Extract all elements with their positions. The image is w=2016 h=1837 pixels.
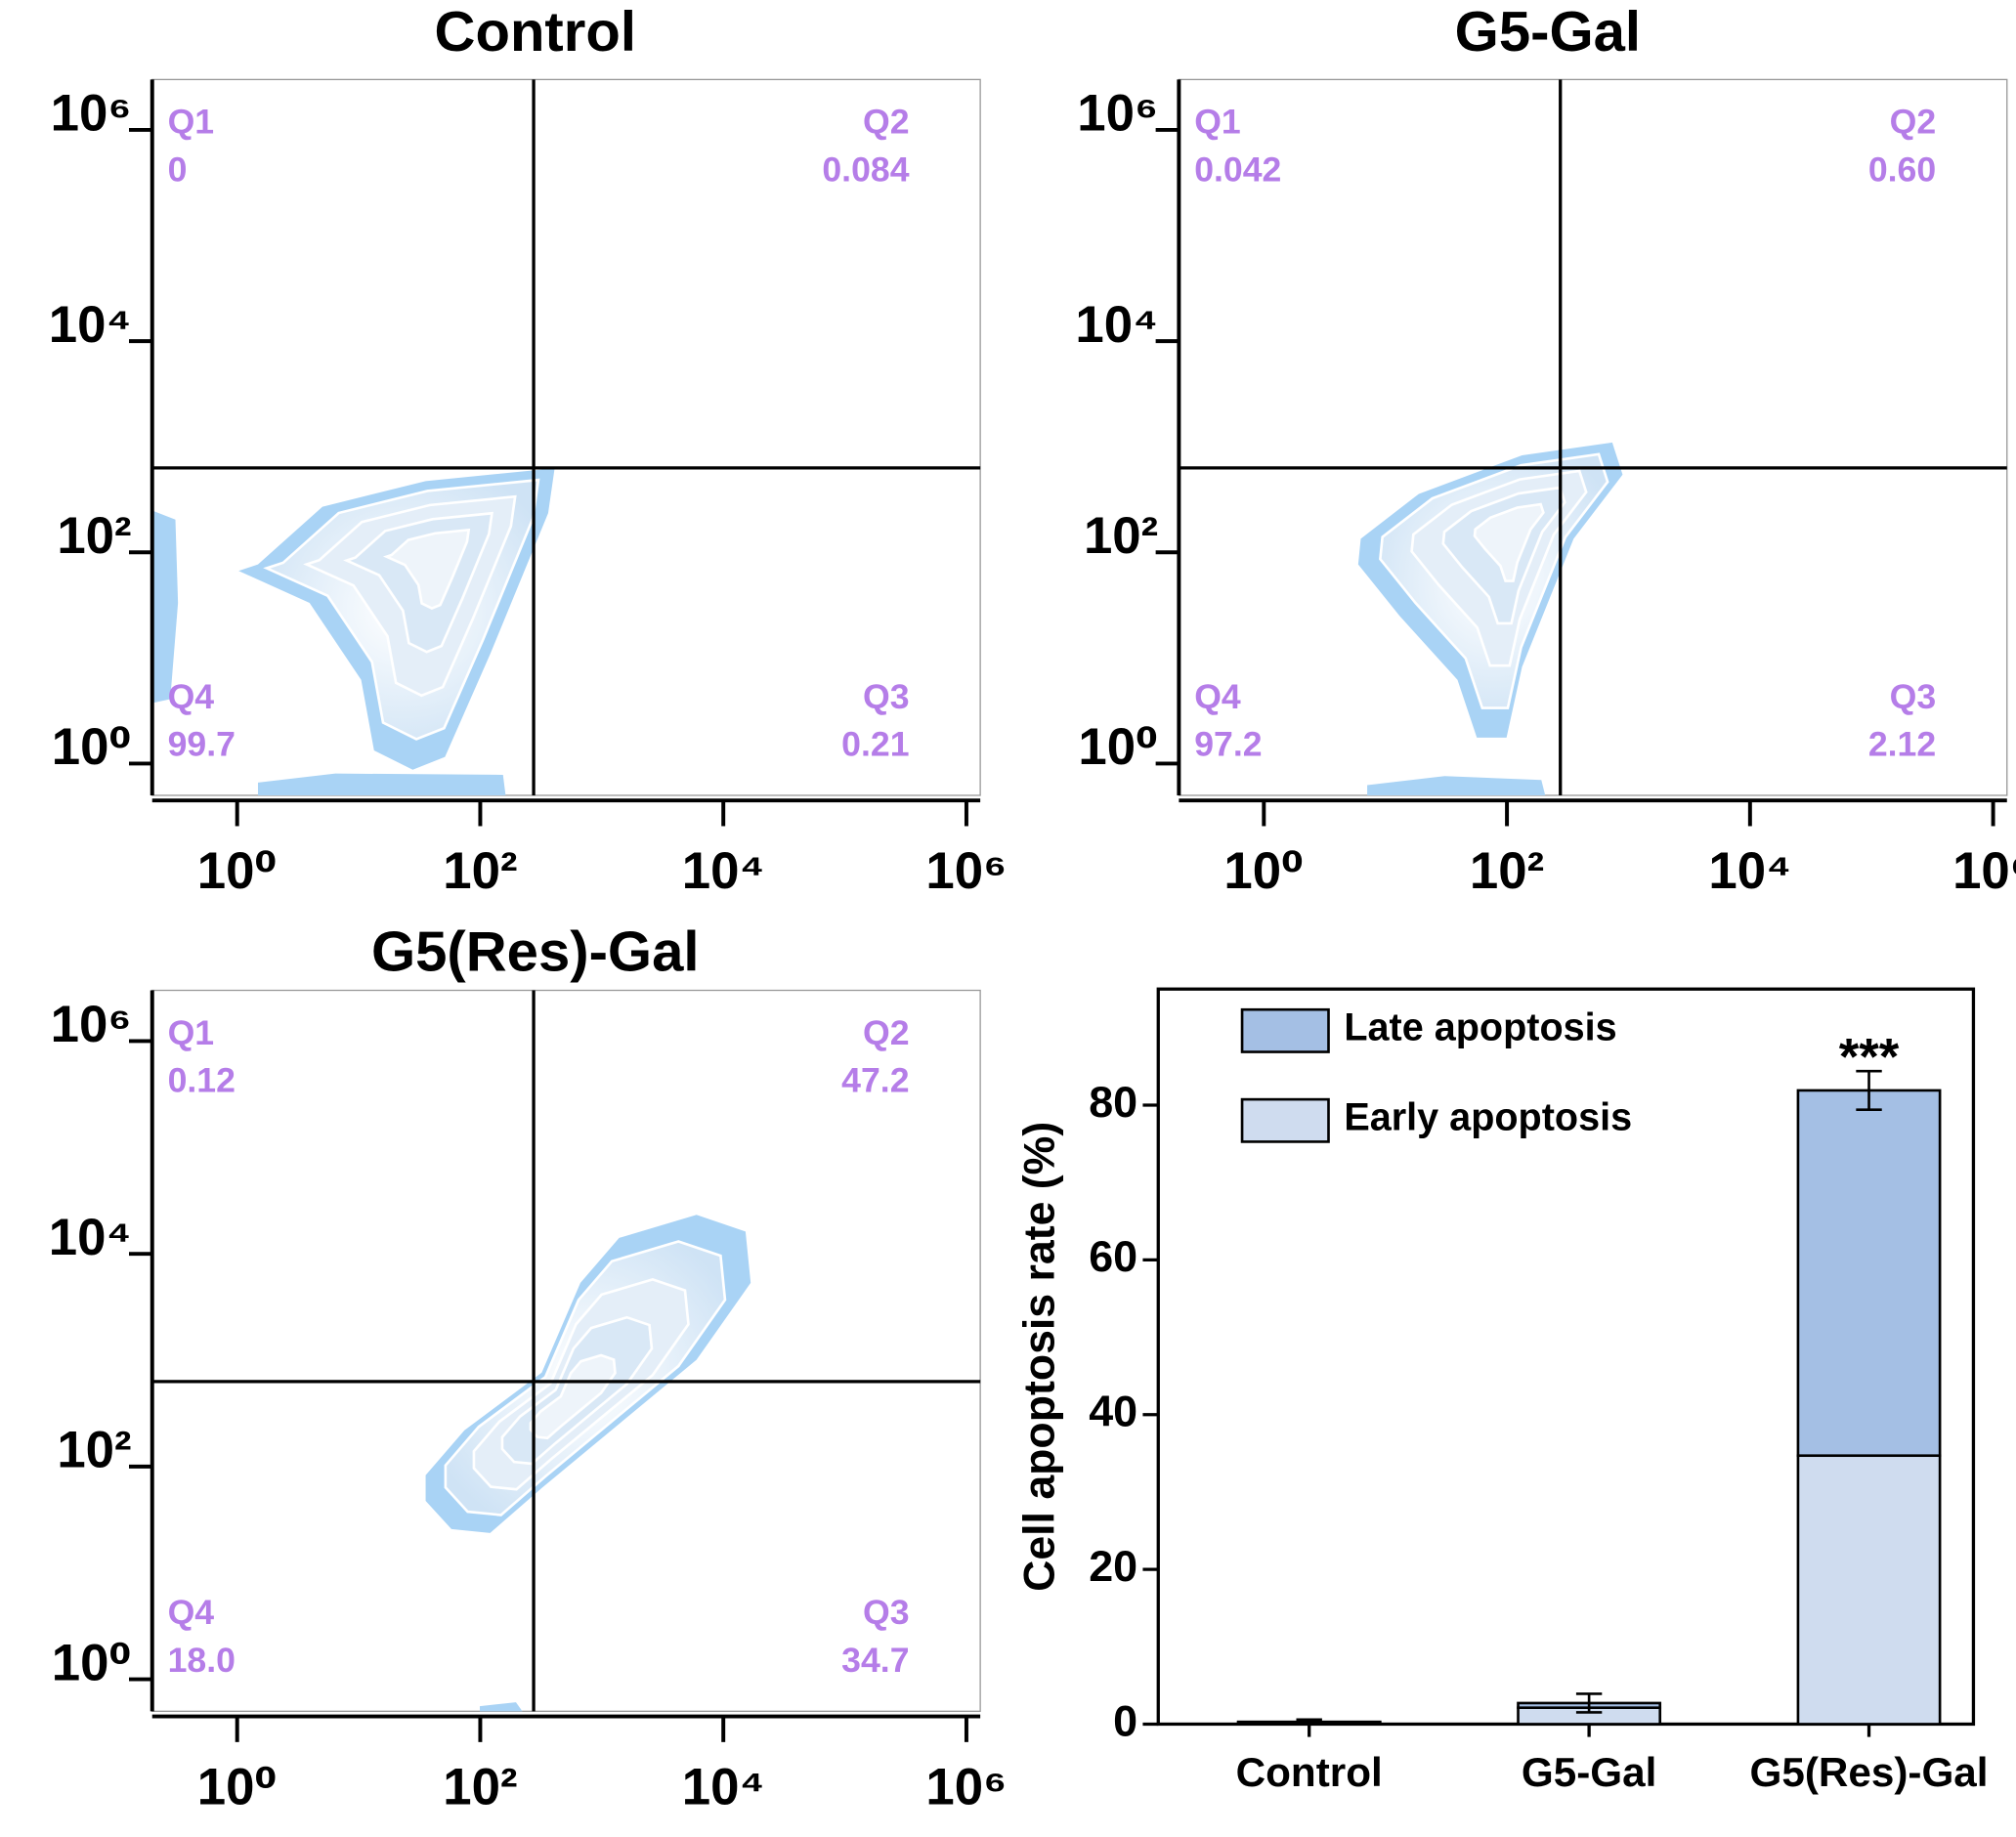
density-contour [1367,776,1546,795]
bar-panel: 0 20 40 60 80 Cell apoptosis rate (%) Control G… [1014,987,1989,1795]
x-tick-label: 10⁶ [925,1759,1007,1816]
x-tick-label: 10⁴ [682,842,765,900]
quadrant-name: Q4 [168,677,215,716]
y-tick-label: 10⁰ [52,1634,132,1691]
x-tick-label: 10² [443,1759,517,1816]
x-tick-label: G5-Gal [1522,1749,1656,1795]
density-contour [1473,502,1545,582]
y-tick-label: 10² [1084,507,1158,565]
flow-panel: Control 10⁰ 10² 10⁴ 10⁶ 10⁰ 10² 10⁴ 10⁶ Q1 0 Q2 0.08… [49,1,1008,900]
density-contour [151,510,179,704]
y-tick-label: 0 [1113,1696,1137,1745]
panel-title: Control [435,1,636,64]
panel-title: G5(Res)-Gal [371,920,700,983]
y-tick-label: 10⁰ [52,718,132,776]
quadrant-name: Q3 [863,677,910,716]
quadrant-name: Q3 [1890,677,1937,716]
quadrant-name: Q2 [1890,103,1937,142]
x-tick-label: 10⁶ [925,842,1007,900]
bar-segment [1796,1454,1942,1726]
quadrant-value: 2.12 [1868,725,1936,764]
y-tick-label: 10⁶ [51,996,132,1053]
density-contour [257,773,506,795]
y-tick-label: 60 [1089,1232,1137,1281]
y-tick-label: 10⁰ [1078,718,1158,776]
y-tick-label: 10⁴ [49,1209,132,1266]
quadrant-value: 0.60 [1868,150,1936,189]
x-tick-label: 10⁰ [197,842,278,900]
y-tick-label: 10⁶ [51,85,132,143]
quadrant-value: 0.084 [822,150,909,189]
density-contour [529,1353,617,1440]
y-tick-label: 10⁴ [49,296,132,354]
quadrant-name: Q1 [168,1013,215,1052]
flow-panel: G5(Res)-Gal 10⁰ 10² 10⁴ 10⁶ 10⁰ 10² 10⁴ 10⁶ Q1 0.1… [49,920,1008,1816]
quadrant-value: 18.0 [168,1641,236,1680]
panel-title: G5-Gal [1455,1,1641,64]
quadrant-value: 0.042 [1194,150,1281,189]
x-tick-label: Control [1236,1749,1383,1795]
quadrant-value: 0 [168,150,188,189]
y-tick-label: 10² [57,1422,131,1479]
quadrant-name: Q1 [1194,103,1241,142]
y-tick-label: 10⁶ [1077,85,1158,143]
density-contour [480,1702,523,1712]
bar-segment [1796,1089,1942,1458]
x-tick-label: 10⁰ [197,1759,278,1816]
x-tick-label: 10⁴ [682,1759,765,1816]
y-tick-label: 40 [1089,1388,1137,1436]
legend-swatch [1240,1097,1330,1143]
y-tick-label: 10² [57,507,131,565]
quadrant-name: Q1 [168,103,215,142]
y-axis-label: Cell apoptosis rate (%) [1014,1122,1063,1592]
legend-label: Late apoptosis [1344,1006,1616,1049]
flow-panel: G5-Gal 10⁰ 10² 10⁴ 10⁶ 10⁰ 10² 10⁴ 10⁶ Q1 0.042 Q2 0… [1075,1,2016,900]
y-tick-label: 10⁴ [1075,296,1158,354]
quadrant-value: 99.7 [168,725,236,764]
x-tick-label: 10² [443,842,517,900]
quadrant-value: 34.7 [841,1641,909,1680]
y-tick-label: 80 [1089,1078,1137,1127]
legend-label: Early apoptosis [1344,1096,1632,1139]
y-tick-label: 20 [1089,1542,1137,1591]
quadrant-value: 47.2 [841,1060,909,1099]
x-tick-label: 10⁴ [1708,842,1791,900]
x-tick-label: 10⁰ [1223,842,1304,900]
quadrant-name: Q2 [863,103,910,142]
x-tick-label: 10² [1470,842,1544,900]
quadrant-name: Q4 [1194,677,1241,716]
quadrant-value: 0.21 [841,725,909,764]
density-contour [382,528,471,610]
legend-swatch [1240,1007,1330,1053]
quadrant-name: Q2 [863,1013,910,1052]
quadrant-name: Q3 [863,1593,910,1632]
quadrant-value: 97.2 [1194,725,1262,764]
quadrant-name: Q4 [168,1593,215,1632]
significance-annotation: *** [1839,1029,1900,1087]
quadrant-value: 0.12 [168,1060,236,1099]
x-tick-label: G5(Res)-Gal [1750,1749,1989,1795]
x-tick-label: 10⁶ [1952,842,2016,900]
